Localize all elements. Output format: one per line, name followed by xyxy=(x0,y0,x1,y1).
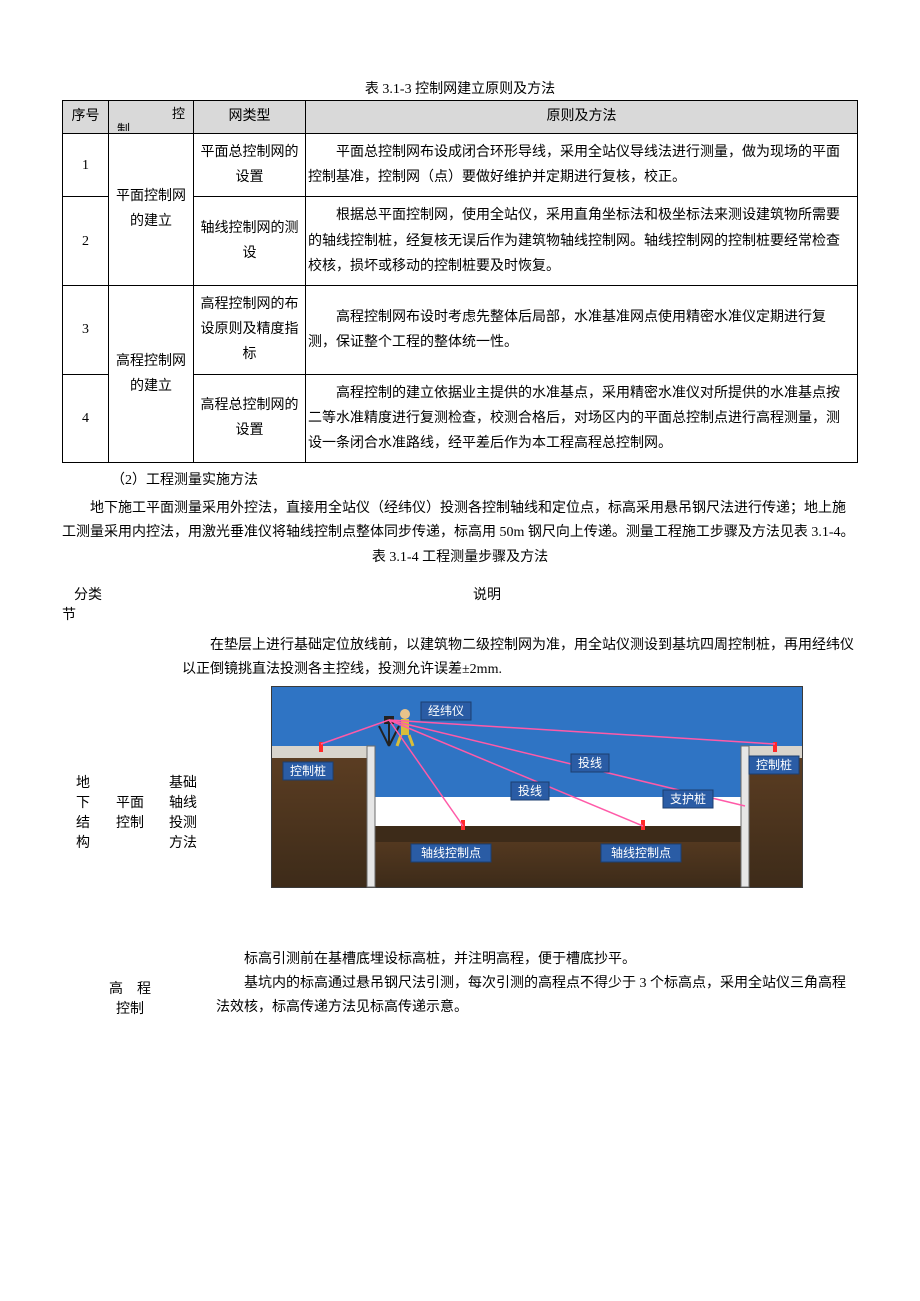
svg-text:控制桩: 控制桩 xyxy=(756,757,792,772)
t2-row2-desc1: 标高引测前在基槽底埋设标高桩，并注明高程，便于槽底抄平。 xyxy=(216,948,858,972)
engineering-figure: 经纬仪控制桩控制桩投线投线支护桩轴线控制点轴线控制点 xyxy=(271,686,803,888)
t2-row1-outer: 在垫层上进行基础定位放线前，以建筑物二级控制网为准，用全站仪测设到基坑四周控制桩… xyxy=(62,634,858,942)
table1: 序号 控 制 网类型 原则及方法 1平面控制网的建立平面总控制网的设置平面总控制… xyxy=(62,100,858,463)
t2-row1-cat1: 平面控制 xyxy=(104,682,156,942)
svg-text:控制桩: 控制桩 xyxy=(290,763,326,778)
cell-group: 高程控制网的建立 xyxy=(109,285,194,462)
cell-subtype: 轴线控制网的测设 xyxy=(194,197,306,286)
t2-row2-cat1: 高 程控制 xyxy=(104,948,156,1048)
th-principle: 原则及方法 xyxy=(306,101,858,134)
section-heading-2: （2）工程测量实施方法 xyxy=(111,469,858,493)
table2-head: 分类 说明 xyxy=(62,584,858,604)
table2-caption: 表 3.1-4 工程测量步骤及方法 xyxy=(62,546,858,566)
cell-seq: 3 xyxy=(63,285,109,374)
cell-seq: 4 xyxy=(63,374,109,463)
svg-text:轴线控制点: 轴线控制点 xyxy=(421,845,481,860)
th-nettype: 网类型 xyxy=(194,101,306,134)
table-row: 1平面控制网的建立平面总控制网的设置平面总控制网布设成闭合环形导线，采用全站仪导… xyxy=(63,134,858,197)
t2-row2: 高 程控制 标高引测前在基槽底埋设标高桩，并注明高程，便于槽底抄平。 基坑内的标… xyxy=(62,948,858,1048)
svg-text:投线: 投线 xyxy=(578,755,602,770)
t2-row2-desc2: 基坑内的标高通过悬吊钢尺法引测，每次引测的高程点不得少于 3 个标高点，采用全站… xyxy=(216,972,858,1020)
svg-text:经纬仪: 经纬仪 xyxy=(428,704,464,718)
cell-desc: 高程控制网布设时考虑先整体后局部，水准基准网点使用精密水准仪定期进行复测，保证整… xyxy=(306,285,858,374)
th-ctrl-bot: 制 xyxy=(117,121,130,131)
cell-subtype: 平面总控制网的设置 xyxy=(194,134,306,197)
t2-row1-figurewrap: 经纬仪控制桩控制桩投线投线支护桩轴线控制点轴线控制点 xyxy=(210,682,858,942)
svg-text:投线: 投线 xyxy=(518,783,542,798)
t2-row2-desc: 标高引测前在基槽底埋设标高桩，并注明高程，便于槽底抄平。 基坑内的标高通过悬吊钢… xyxy=(210,948,858,1048)
th-ctrl-top: 控 xyxy=(172,105,185,123)
table1-caption: 表 3.1-3 控制网建立原则及方法 xyxy=(62,78,858,98)
cell-group: 平面控制网的建立 xyxy=(109,134,194,286)
cell-seq: 2 xyxy=(63,197,109,286)
t2-row1-desc: 在垫层上进行基础定位放线前，以建筑物二级控制网为准，用全站仪测设到基坑四周控制桩… xyxy=(182,634,858,682)
th-ctrl: 控 制 xyxy=(109,101,194,134)
t2h-kind: 分类 xyxy=(74,584,116,604)
table-row: 3高程控制网的建立高程控制网的布设原则及精度指标高程控制网布设时考虑先整体后局部… xyxy=(63,285,858,374)
t2h-sec: 节 xyxy=(62,604,858,624)
cell-seq: 1 xyxy=(63,134,109,197)
cell-subtype: 高程总控制网的设置 xyxy=(194,374,306,463)
th-seq: 序号 xyxy=(63,101,109,134)
t2h-explain: 说明 xyxy=(116,584,858,604)
cell-desc: 根据总平面控制网，使用全站仪，采用直角坐标法和极坐标法来测设建筑物所需要的轴线控… xyxy=(306,197,858,286)
t2-left-group: 地下结构 xyxy=(62,682,104,942)
cell-desc: 高程控制的建立依据业主提供的水准基点，采用精密水准仪对所提供的水准基点按二等水准… xyxy=(306,374,858,463)
cell-desc: 平面总控制网布设成闭合环形导线，采用全站仪导线法进行测量，做为现场的平面控制基准… xyxy=(306,134,858,197)
svg-text:轴线控制点: 轴线控制点 xyxy=(611,845,671,860)
svg-text:支护桩: 支护桩 xyxy=(670,791,706,806)
t2-row1-cat2: 基础轴线投测方法 xyxy=(156,682,210,942)
t2-row1: 地下结构 平面控制 基础轴线投测方法 经纬仪控制桩控制桩投线投线支护桩轴线控制点… xyxy=(62,682,858,942)
body-paragraph-1: 地下施工平面测量采用外控法，直接用全站仪（经纬仪）投测各控制轴线和定位点，标高采… xyxy=(62,497,858,545)
cell-subtype: 高程控制网的布设原则及精度指标 xyxy=(194,285,306,374)
table1-head-row: 序号 控 制 网类型 原则及方法 xyxy=(63,101,858,134)
